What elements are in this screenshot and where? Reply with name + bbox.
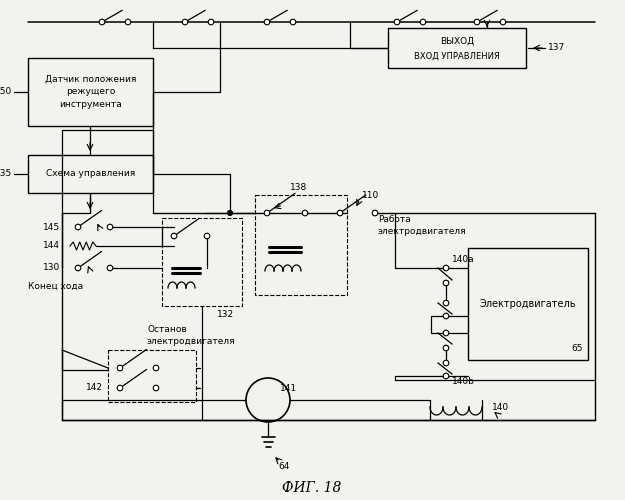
Text: 135: 135 <box>0 170 12 178</box>
Text: Датчик положения
режущего
инструмента: Датчик положения режущего инструмента <box>45 75 136 109</box>
Text: ФИГ. 18: ФИГ. 18 <box>282 481 342 495</box>
Circle shape <box>420 19 426 25</box>
Circle shape <box>75 265 81 271</box>
Text: 64: 64 <box>278 462 289 471</box>
Text: ВЫХОД: ВЫХОД <box>440 36 474 46</box>
Bar <box>28 58 153 126</box>
Text: Работа: Работа <box>378 215 411 224</box>
Text: Схема управления: Схема управления <box>46 170 135 178</box>
Text: 130: 130 <box>42 264 60 272</box>
Text: 140b: 140b <box>452 378 475 386</box>
Circle shape <box>474 19 480 25</box>
Text: Конец хода: Конец хода <box>28 282 83 291</box>
Circle shape <box>118 365 122 371</box>
Text: ВХОД УПРАВЛЕНИЯ: ВХОД УПРАВЛЕНИЯ <box>414 52 500 60</box>
Text: 140a: 140a <box>452 256 474 264</box>
Circle shape <box>153 365 159 371</box>
Text: 145: 145 <box>43 222 60 232</box>
Circle shape <box>125 19 131 25</box>
Text: Электродвигатель: Электродвигатель <box>480 299 576 309</box>
Circle shape <box>394 19 400 25</box>
Circle shape <box>302 210 308 216</box>
Text: 141: 141 <box>280 384 297 393</box>
Bar <box>255 195 347 295</box>
Bar <box>468 248 588 360</box>
Circle shape <box>264 210 270 216</box>
Circle shape <box>118 385 122 391</box>
Text: Останов: Останов <box>147 325 187 334</box>
Circle shape <box>75 224 81 230</box>
Circle shape <box>443 330 449 336</box>
Text: 150: 150 <box>0 88 12 96</box>
Circle shape <box>500 19 506 25</box>
Circle shape <box>264 19 270 25</box>
Circle shape <box>372 210 378 216</box>
Bar <box>388 28 526 68</box>
Text: электродвигателя: электродвигателя <box>147 337 236 346</box>
Circle shape <box>443 373 449 379</box>
Text: 144: 144 <box>43 242 60 250</box>
Circle shape <box>443 300 449 306</box>
Circle shape <box>443 360 449 366</box>
Circle shape <box>182 19 188 25</box>
Circle shape <box>338 210 342 216</box>
Text: электродвигателя: электродвигателя <box>378 227 467 236</box>
Circle shape <box>208 19 214 25</box>
Bar <box>108 350 196 402</box>
Circle shape <box>107 265 112 271</box>
Text: 142: 142 <box>86 384 103 392</box>
Circle shape <box>443 313 449 319</box>
Text: 137: 137 <box>548 44 565 52</box>
Circle shape <box>171 233 177 239</box>
Text: 140: 140 <box>492 404 509 412</box>
Circle shape <box>153 385 159 391</box>
Text: 65: 65 <box>571 344 583 353</box>
Circle shape <box>290 19 296 25</box>
Circle shape <box>443 345 449 351</box>
Bar <box>28 155 153 193</box>
Circle shape <box>99 19 105 25</box>
Circle shape <box>443 280 449 286</box>
Circle shape <box>228 210 232 216</box>
Text: 110: 110 <box>362 190 379 200</box>
Circle shape <box>107 224 112 230</box>
Bar <box>162 218 242 306</box>
Text: 138: 138 <box>290 182 308 192</box>
Circle shape <box>443 265 449 271</box>
Text: 132: 132 <box>217 310 234 319</box>
Circle shape <box>204 233 210 239</box>
